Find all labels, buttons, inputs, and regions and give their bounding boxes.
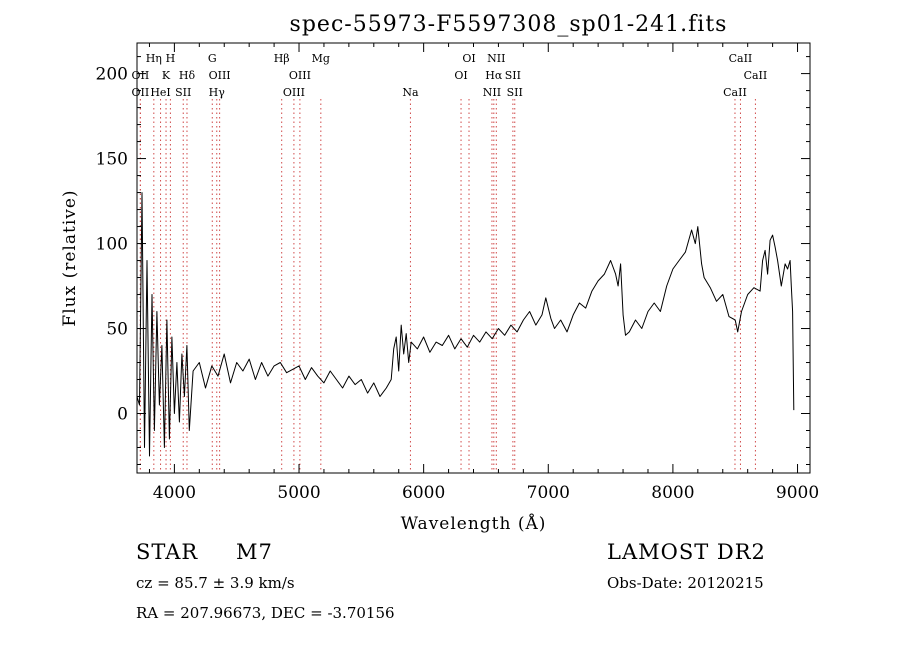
x-tick-label: 4000 bbox=[153, 483, 196, 503]
line-marker-label: G bbox=[208, 52, 217, 65]
x-tick-label: 7000 bbox=[527, 483, 570, 503]
x-tick-label: 9000 bbox=[776, 483, 819, 503]
line-marker-label: NII bbox=[487, 52, 505, 65]
x-tick-label: 6000 bbox=[402, 483, 445, 503]
object-subclass: M7 bbox=[236, 540, 273, 564]
line-marker-label: NII bbox=[483, 86, 501, 99]
spectrum-line bbox=[136, 192, 795, 457]
y-axis-label: Flux (relative) bbox=[60, 189, 80, 326]
line-marker-label: Hη bbox=[146, 52, 162, 65]
survey-label: LAMOST DR2 bbox=[607, 540, 766, 564]
line-marker-label: OIII bbox=[209, 69, 231, 82]
line-marker-label: Mg bbox=[312, 52, 330, 65]
line-marker-label: CaII bbox=[744, 69, 768, 82]
line-marker-label: CaII bbox=[729, 52, 753, 65]
redshift-label: cz = 85.7 ± 3.9 km/s bbox=[136, 574, 295, 592]
line-marker-label: OI bbox=[454, 69, 467, 82]
line-marker-label: OII bbox=[132, 69, 150, 82]
x-tick-label: 5000 bbox=[277, 483, 320, 503]
y-tick-label: 150 bbox=[96, 150, 128, 170]
object-class: STAR bbox=[136, 540, 199, 564]
y-tick-label: 50 bbox=[106, 320, 128, 340]
plot-frame bbox=[136, 42, 811, 474]
line-marker-label: OIII bbox=[283, 86, 305, 99]
y-tick-label: 200 bbox=[96, 65, 128, 85]
line-marker-label: K bbox=[162, 69, 171, 82]
line-marker-label: Hδ bbox=[179, 69, 196, 82]
line-marker-label: OI bbox=[462, 52, 475, 65]
line-marker-label: Hβ bbox=[274, 52, 290, 65]
chart-title: spec-55973-F5597308_sp01-241.fits bbox=[290, 12, 728, 37]
line-marker-label: HeI bbox=[150, 86, 170, 99]
line-marker-label: OIII bbox=[289, 69, 311, 82]
x-tick-label: 8000 bbox=[651, 483, 694, 503]
line-marker-label: SII bbox=[507, 86, 523, 99]
line-marker-label: H bbox=[166, 52, 176, 65]
line-marker-label: Hα bbox=[485, 69, 503, 82]
x-axis-label: Wavelength (Å) bbox=[401, 513, 547, 534]
line-marker-label: SII bbox=[505, 69, 521, 82]
line-marker-label: CaII bbox=[723, 86, 747, 99]
coords-label: RA = 207.96673, DEC = -3.70156 bbox=[136, 604, 395, 622]
line-marker-label: OII bbox=[132, 86, 150, 99]
y-tick-label: 100 bbox=[96, 235, 128, 255]
line-marker-label: Hγ bbox=[209, 86, 226, 99]
line-marker-label: SII bbox=[175, 86, 191, 99]
obs-date-label: Obs-Date: 20120215 bbox=[607, 574, 764, 592]
y-tick-label: 0 bbox=[117, 405, 128, 425]
line-marker-label: Na bbox=[402, 86, 419, 99]
